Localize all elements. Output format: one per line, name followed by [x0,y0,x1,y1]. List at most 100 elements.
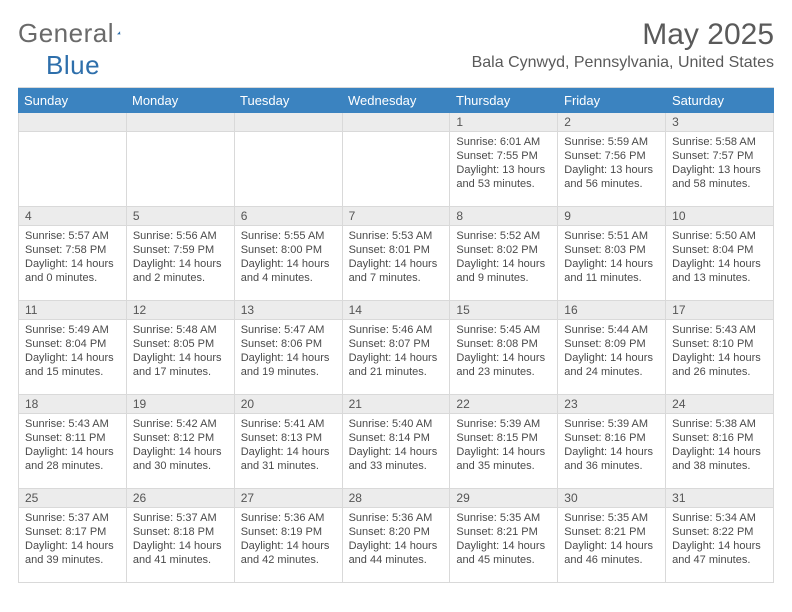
sunrise-line: Sunrise: 5:46 AM [349,323,444,337]
sunset-line: Sunset: 8:03 PM [564,243,659,257]
day-details: Sunrise: 5:34 AMSunset: 8:22 PMDaylight:… [666,508,773,571]
day-details: Sunrise: 5:56 AMSunset: 7:59 PMDaylight:… [127,226,234,289]
sunrise-line: Sunrise: 5:42 AM [133,417,228,431]
day-details: Sunrise: 5:51 AMSunset: 8:03 PMDaylight:… [558,226,665,289]
calendar-cell: 6Sunrise: 5:55 AMSunset: 8:00 PMDaylight… [235,207,343,301]
date-bar [343,113,450,132]
sunrise-line: Sunrise: 5:51 AM [564,229,659,243]
month-title: May 2025 [472,18,774,52]
daylight-line: Daylight: 14 hours and 23 minutes. [456,351,551,379]
day-details: Sunrise: 5:39 AMSunset: 8:15 PMDaylight:… [450,414,557,477]
date-number: 15 [450,301,557,320]
date-number: 16 [558,301,665,320]
date-number: 8 [450,207,557,226]
date-number: 3 [666,113,773,132]
sunrise-line: Sunrise: 5:40 AM [349,417,444,431]
day-details: Sunrise: 5:37 AMSunset: 8:17 PMDaylight:… [19,508,126,571]
calendar-cell: 23Sunrise: 5:39 AMSunset: 8:16 PMDayligh… [558,395,666,489]
calendar-cell-empty [127,113,235,207]
date-number: 9 [558,207,665,226]
sunset-line: Sunset: 8:12 PM [133,431,228,445]
sunset-line: Sunset: 7:58 PM [25,243,120,257]
calendar-cell-empty [19,113,127,207]
logo-text-1: General [18,18,114,49]
daylight-line: Daylight: 14 hours and 15 minutes. [25,351,120,379]
date-number: 30 [558,489,665,508]
daylight-line: Daylight: 14 hours and 47 minutes. [672,539,767,567]
day-details: Sunrise: 5:36 AMSunset: 8:19 PMDaylight:… [235,508,342,571]
sunrise-line: Sunrise: 5:59 AM [564,135,659,149]
sunrise-line: Sunrise: 5:53 AM [349,229,444,243]
calendar-cell: 31Sunrise: 5:34 AMSunset: 8:22 PMDayligh… [666,489,774,583]
sunset-line: Sunset: 8:11 PM [25,431,120,445]
sunset-line: Sunset: 8:22 PM [672,525,767,539]
day-details: Sunrise: 5:59 AMSunset: 7:56 PMDaylight:… [558,132,665,195]
calendar-cell: 8Sunrise: 5:52 AMSunset: 8:02 PMDaylight… [450,207,558,301]
daylight-line: Daylight: 14 hours and 2 minutes. [133,257,228,285]
date-number: 1 [450,113,557,132]
sunrise-line: Sunrise: 5:47 AM [241,323,336,337]
date-number: 17 [666,301,773,320]
sunrise-line: Sunrise: 5:49 AM [25,323,120,337]
sunset-line: Sunset: 7:55 PM [456,149,551,163]
date-number: 12 [127,301,234,320]
calendar-cell: 21Sunrise: 5:40 AMSunset: 8:14 PMDayligh… [343,395,451,489]
date-bar [235,113,342,132]
day-header: Tuesday [234,88,342,113]
sunset-line: Sunset: 7:57 PM [672,149,767,163]
sunset-line: Sunset: 8:21 PM [564,525,659,539]
daylight-line: Daylight: 14 hours and 39 minutes. [25,539,120,567]
date-number: 10 [666,207,773,226]
sunrise-line: Sunrise: 5:52 AM [456,229,551,243]
sunrise-line: Sunrise: 5:43 AM [25,417,120,431]
calendar-cell: 22Sunrise: 5:39 AMSunset: 8:15 PMDayligh… [450,395,558,489]
sunset-line: Sunset: 8:06 PM [241,337,336,351]
sunrise-line: Sunrise: 5:37 AM [25,511,120,525]
date-number: 27 [235,489,342,508]
calendar-cell: 28Sunrise: 5:36 AMSunset: 8:20 PMDayligh… [343,489,451,583]
daylight-line: Daylight: 14 hours and 13 minutes. [672,257,767,285]
date-number: 29 [450,489,557,508]
daylight-line: Daylight: 14 hours and 30 minutes. [133,445,228,473]
calendar-cell: 26Sunrise: 5:37 AMSunset: 8:18 PMDayligh… [127,489,235,583]
calendar-cell: 17Sunrise: 5:43 AMSunset: 8:10 PMDayligh… [666,301,774,395]
sunrise-line: Sunrise: 5:39 AM [564,417,659,431]
calendar-cell: 4Sunrise: 5:57 AMSunset: 7:58 PMDaylight… [19,207,127,301]
daylight-line: Daylight: 14 hours and 33 minutes. [349,445,444,473]
day-details: Sunrise: 5:43 AMSunset: 8:10 PMDaylight:… [666,320,773,383]
daylight-line: Daylight: 14 hours and 41 minutes. [133,539,228,567]
day-details: Sunrise: 5:37 AMSunset: 8:18 PMDaylight:… [127,508,234,571]
calendar-cell: 2Sunrise: 5:59 AMSunset: 7:56 PMDaylight… [558,113,666,207]
day-details: Sunrise: 5:36 AMSunset: 8:20 PMDaylight:… [343,508,450,571]
day-details: Sunrise: 5:40 AMSunset: 8:14 PMDaylight:… [343,414,450,477]
logo-sail-icon [117,23,121,43]
daylight-line: Daylight: 14 hours and 45 minutes. [456,539,551,567]
sunrise-line: Sunrise: 5:41 AM [241,417,336,431]
date-number: 24 [666,395,773,414]
date-bar [127,113,234,132]
daylight-line: Daylight: 14 hours and 9 minutes. [456,257,551,285]
date-number: 6 [235,207,342,226]
date-number: 19 [127,395,234,414]
daylight-line: Daylight: 14 hours and 0 minutes. [25,257,120,285]
day-details: Sunrise: 5:35 AMSunset: 8:21 PMDaylight:… [558,508,665,571]
date-number: 13 [235,301,342,320]
day-details: Sunrise: 5:49 AMSunset: 8:04 PMDaylight:… [19,320,126,383]
daylight-line: Daylight: 14 hours and 24 minutes. [564,351,659,379]
calendar-grid: 1Sunrise: 6:01 AMSunset: 7:55 PMDaylight… [18,113,774,583]
sunset-line: Sunset: 8:01 PM [349,243,444,257]
daylight-line: Daylight: 14 hours and 44 minutes. [349,539,444,567]
sunrise-line: Sunrise: 5:35 AM [564,511,659,525]
daylight-line: Daylight: 13 hours and 56 minutes. [564,163,659,191]
date-number: 26 [127,489,234,508]
sunset-line: Sunset: 8:09 PM [564,337,659,351]
daylight-line: Daylight: 13 hours and 58 minutes. [672,163,767,191]
sunset-line: Sunset: 8:16 PM [672,431,767,445]
daylight-line: Daylight: 14 hours and 31 minutes. [241,445,336,473]
sunset-line: Sunset: 8:18 PM [133,525,228,539]
day-details: Sunrise: 5:47 AMSunset: 8:06 PMDaylight:… [235,320,342,383]
sunset-line: Sunset: 8:05 PM [133,337,228,351]
calendar-cell: 30Sunrise: 5:35 AMSunset: 8:21 PMDayligh… [558,489,666,583]
sunset-line: Sunset: 8:00 PM [241,243,336,257]
calendar-cell: 15Sunrise: 5:45 AMSunset: 8:08 PMDayligh… [450,301,558,395]
